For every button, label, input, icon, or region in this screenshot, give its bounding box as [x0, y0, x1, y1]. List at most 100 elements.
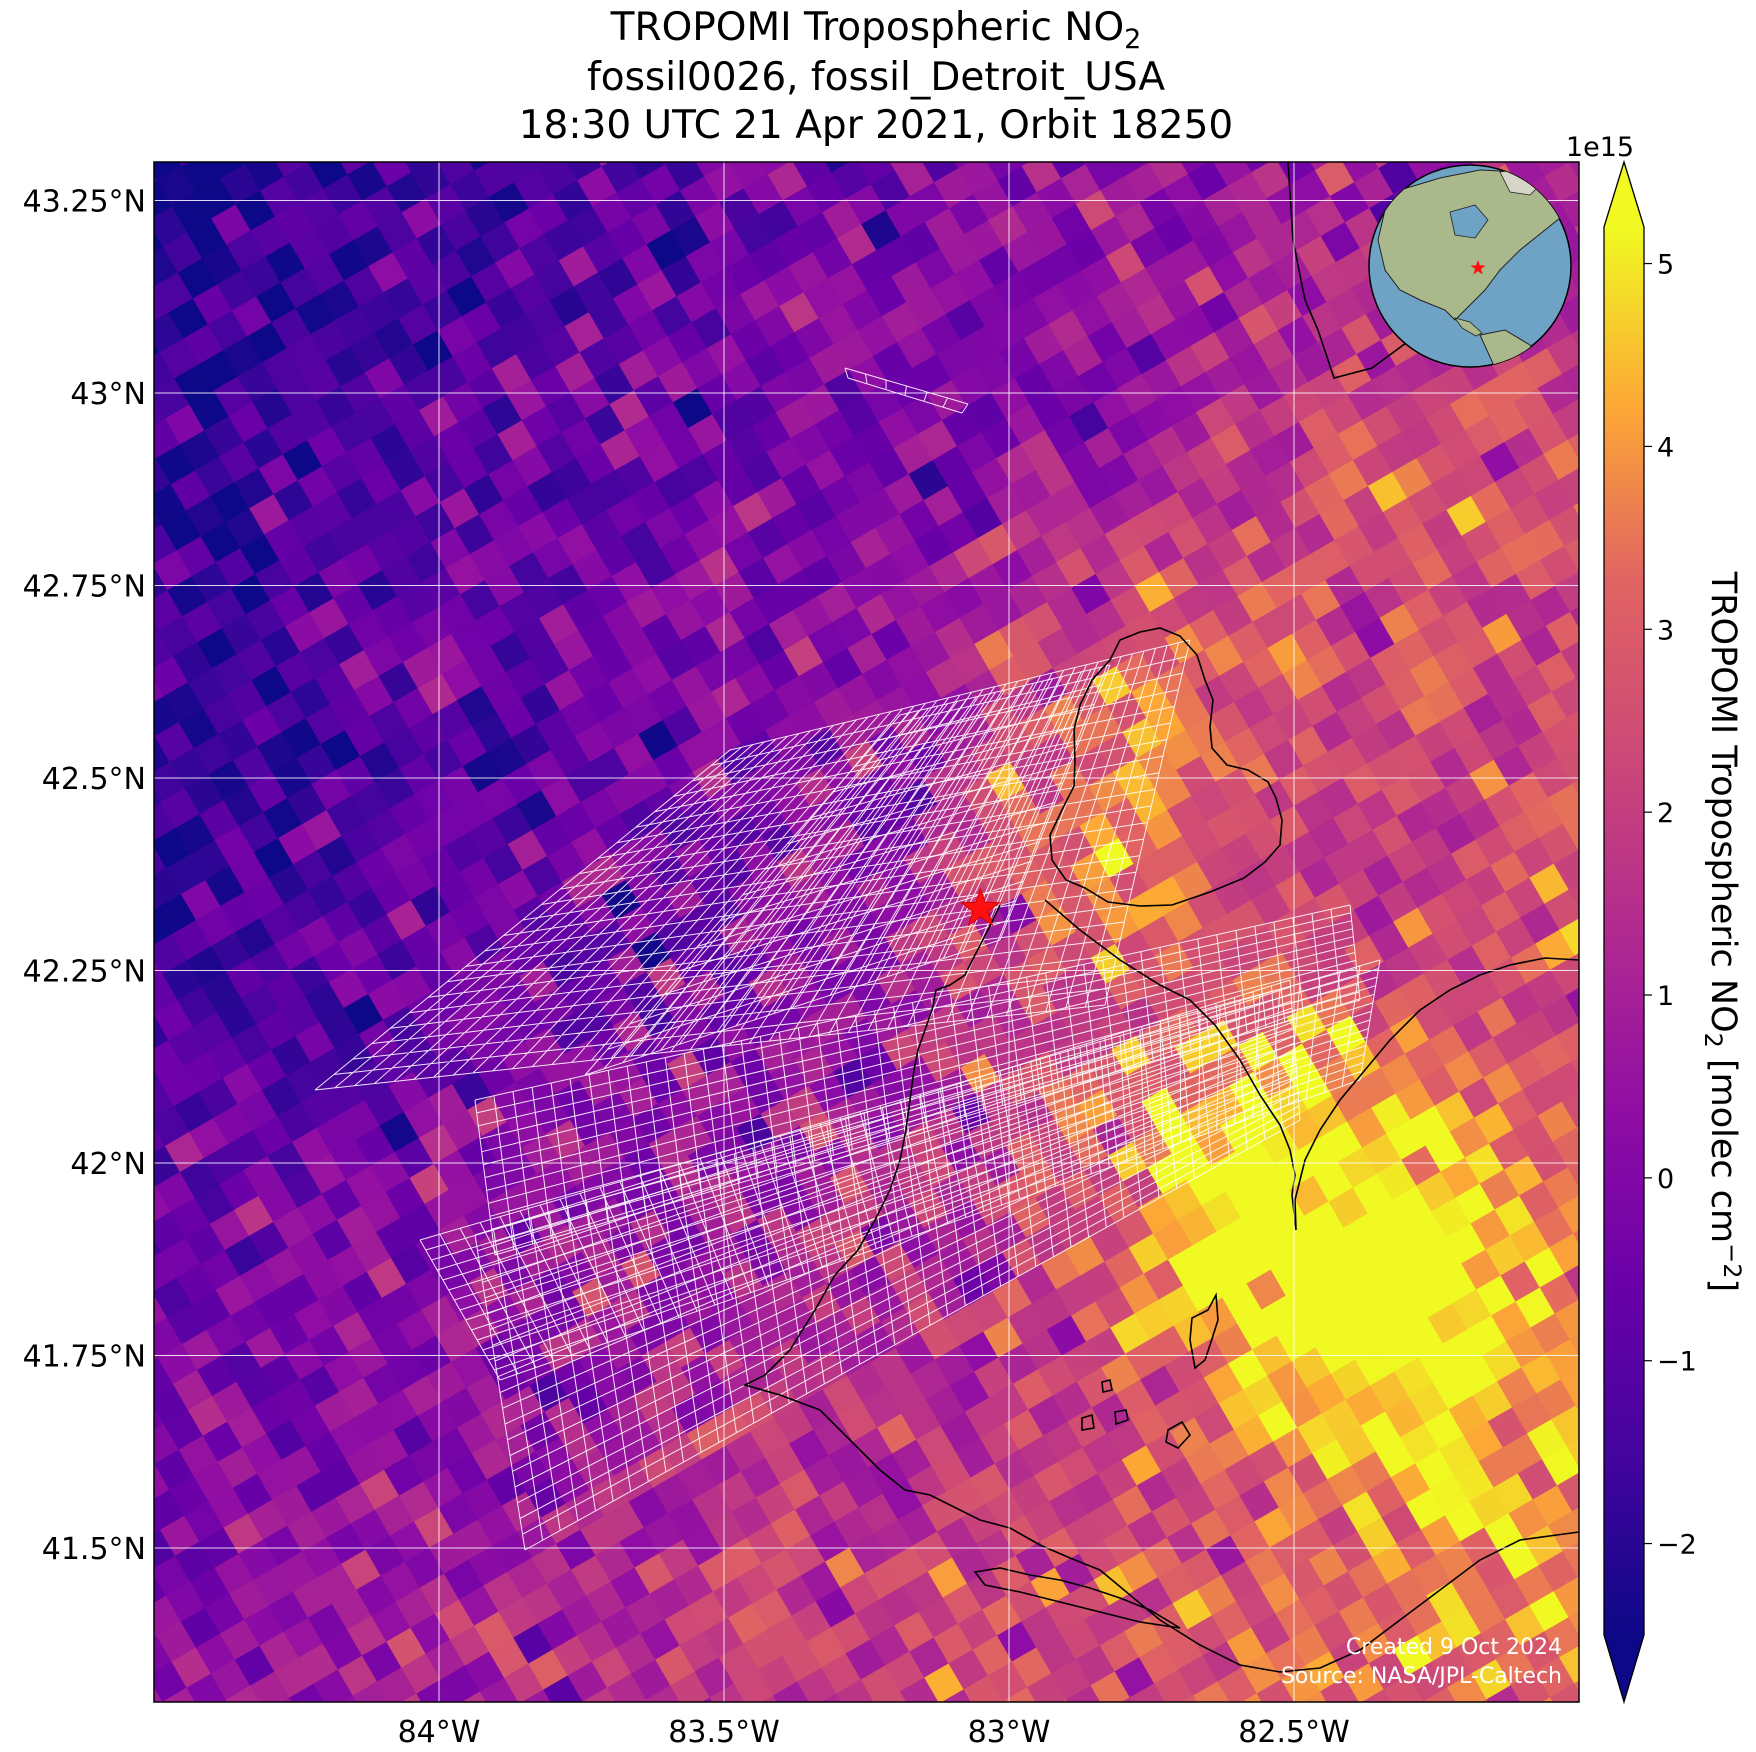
no2-pixel — [110, 644, 149, 684]
colorbar-tick-label: 3 — [1657, 615, 1674, 646]
no2-pixel — [154, 454, 157, 461]
no2-pixel — [1374, 162, 1391, 169]
no2-pixel — [761, 1695, 778, 1702]
no2-pixel — [1180, 162, 1211, 175]
no2-pixel — [1129, 1683, 1166, 1702]
coastlines — [742, 162, 1579, 1673]
no2-pixel — [495, 1704, 534, 1744]
no2-pixel — [110, 1372, 149, 1412]
no2-pixel — [96, 341, 135, 381]
inset-globe — [1368, 164, 1572, 368]
colorbar-tick-label: 1 — [1657, 981, 1674, 1012]
no2-pixel — [1573, 502, 1579, 516]
no2-pixel — [1539, 1273, 1579, 1315]
lon-tick-label: 82.5°W — [1238, 1715, 1349, 1750]
no2-pixel — [1566, 710, 1579, 740]
no2-pixel — [281, 1697, 293, 1702]
no2-pixel — [521, 1689, 552, 1702]
lon-tick-label: 83.5°W — [668, 1715, 779, 1750]
no2-pixel — [1320, 1676, 1360, 1702]
colorbar: 1e15 5 4 3 2 1 0 −1 −2 TROPOMI Tropospheric NO2… — [1566, 132, 1746, 1705]
no2-pixel — [760, 162, 791, 175]
no2-pixel — [1552, 399, 1579, 441]
no2-pixel — [1557, 745, 1579, 785]
no2-pixel — [1567, 433, 1579, 460]
no2-pixel — [113, 1266, 152, 1306]
no2-pixel — [254, 111, 293, 151]
colorbar-tick-label: −1 — [1657, 1347, 1697, 1378]
no2-pixel — [154, 734, 156, 738]
no2-pixel — [341, 1695, 358, 1702]
no2-pixel — [461, 1691, 487, 1702]
no2-pixel — [1540, 995, 1579, 1037]
no2-pixel — [1545, 1339, 1579, 1380]
no2-pixel — [1547, 1511, 1579, 1552]
no2-pixel — [1575, 1403, 1579, 1412]
colorbar-extend-bottom — [1604, 1635, 1644, 1702]
no2-pixel — [108, 473, 147, 513]
lon-tick-label: 83°W — [968, 1715, 1051, 1750]
no2-pixel — [1543, 1167, 1579, 1209]
lat-tick-label: 42.25°N — [23, 955, 146, 990]
no2-pixel — [581, 1701, 584, 1702]
no2-pixel — [1568, 883, 1579, 908]
no2-pixel — [1121, 1697, 1134, 1702]
colorbar-tick-label: 4 — [1657, 432, 1674, 463]
no2-pixel — [1565, 987, 1579, 1020]
no2-pixel — [1515, 110, 1554, 150]
no2-pixel — [836, 1679, 875, 1702]
no2-pixel — [1560, 1368, 1579, 1406]
no2-pixel — [1543, 439, 1579, 481]
no2-pixel — [1181, 1695, 1198, 1702]
no2-pixel — [598, 1714, 637, 1752]
no2-pixel — [1504, 162, 1511, 165]
no2-pixel — [1546, 333, 1579, 375]
no2-pixel — [191, 113, 230, 153]
no2-pixel — [103, 129, 142, 169]
no2-pixel — [318, 109, 357, 149]
no2-pixel — [243, 162, 251, 166]
no2-pixel — [1556, 1472, 1579, 1512]
no2-pixel — [1551, 677, 1579, 719]
no2-pixel — [915, 1704, 954, 1744]
no2-pixel — [1554, 1299, 1579, 1340]
lat-tick-label: 41.5°N — [42, 1532, 146, 1567]
map-panel: Created 9 Oct 2024 Source: NASA/JPL-Calt… — [96, 102, 1580, 1752]
no2-pixel — [469, 162, 491, 171]
no2-pixel — [1567, 1160, 1579, 1188]
globe-target-star-icon — [1470, 260, 1486, 275]
no2-pixel — [1325, 116, 1364, 156]
colorbar-extend-top — [1604, 162, 1644, 227]
swath-grid — [419, 959, 1381, 1381]
coastline-detroit-river — [834, 904, 1001, 1276]
no2-pixel — [1349, 102, 1388, 142]
no2-pixel — [108, 1650, 147, 1690]
no2-pixel — [1566, 1438, 1579, 1468]
title-line-1: TROPOMI Tropospheric NO2 — [610, 5, 1142, 55]
no2-pixel — [1573, 1230, 1579, 1244]
no2-pixel — [154, 622, 159, 634]
no2-pixel — [401, 1693, 422, 1702]
no2-pixel — [1310, 162, 1331, 171]
no2-pixel — [357, 121, 396, 161]
no2-pixel — [1082, 1712, 1121, 1752]
latitude-tick-labels: 43.25°N 43°N 42.75°N 42.5°N 42.25°N 42°N 41.75… — [23, 185, 146, 1568]
no2-pixel — [701, 1697, 713, 1702]
no2-pixel — [404, 162, 431, 174]
no2-pixel — [1552, 1127, 1579, 1169]
lat-tick-label: 42.75°N — [23, 570, 146, 605]
no2-pixel — [106, 1478, 145, 1518]
no2-pixel — [1245, 162, 1271, 173]
no2-pixel — [154, 1630, 158, 1638]
no2-pixel — [889, 162, 911, 171]
no2-pixel — [954, 162, 971, 169]
no2-pixel — [1388, 114, 1427, 154]
no2-pixel — [102, 407, 141, 447]
coastline-canada-shore — [1044, 899, 1579, 1231]
colorbar-ticks: 5 4 3 2 1 0 −1 −2 — [1644, 250, 1697, 1561]
lon-tick-label: 84°W — [398, 1715, 481, 1750]
colorbar-gradient — [1604, 227, 1644, 1635]
lat-tick-label: 43.25°N — [23, 185, 146, 220]
lat-tick-label: 42.5°N — [42, 762, 146, 797]
no2-pixel — [941, 1689, 972, 1702]
